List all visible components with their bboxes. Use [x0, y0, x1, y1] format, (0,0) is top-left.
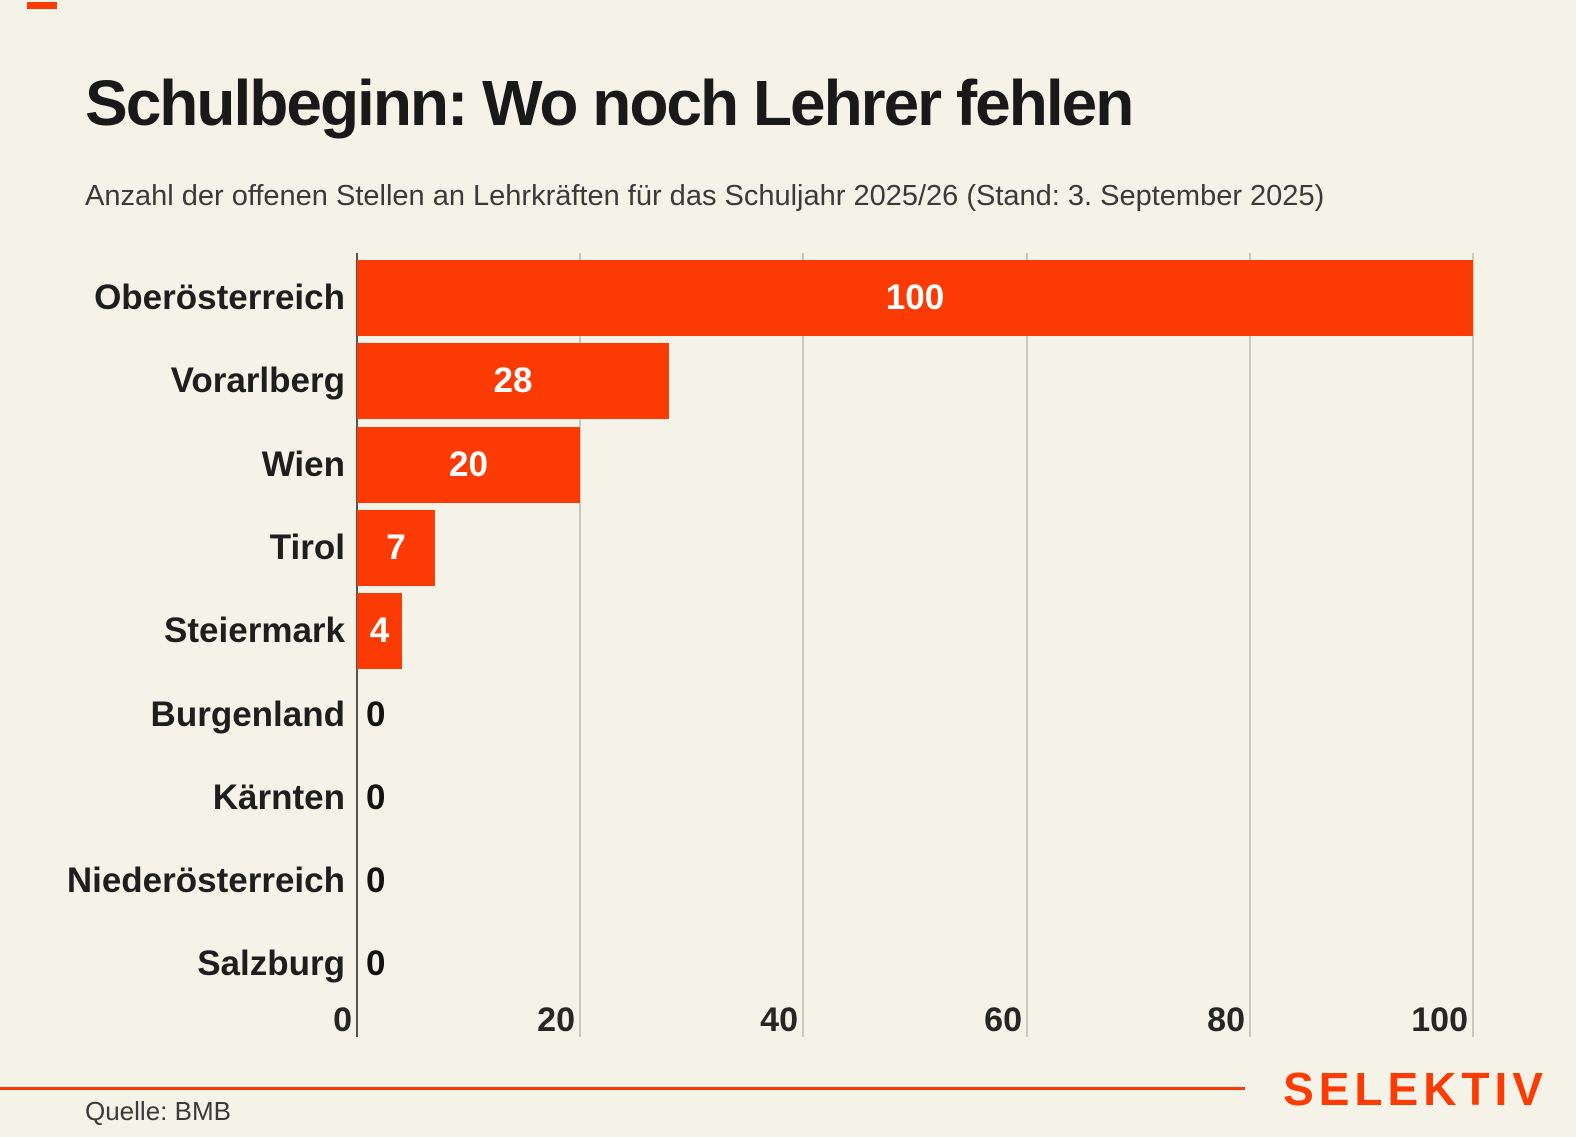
tick-label: 60	[984, 1001, 1022, 1039]
grid-line	[1026, 253, 1028, 1037]
zero-value-label: 0	[366, 861, 386, 900]
bar-value-label: 20	[449, 445, 488, 484]
zero-value-label: 0	[366, 695, 386, 734]
bar-value-label: 28	[493, 361, 533, 400]
category-label: Niederösterreich	[66, 861, 345, 900]
bar-value-label: 100	[885, 278, 945, 317]
category-label: Tirol	[269, 528, 345, 567]
bar-value-label: 4	[369, 611, 390, 650]
tick-label: 0	[333, 1001, 352, 1039]
bar: 4	[357, 593, 402, 669]
zero-value-label: 0	[366, 944, 386, 983]
bar: 7	[357, 510, 435, 586]
grid-line	[579, 253, 581, 1037]
bar: 20	[357, 427, 580, 503]
category-label: Oberösterreich	[94, 278, 345, 317]
tick-label: 80	[1207, 1001, 1245, 1039]
footer-divider-line	[0, 1087, 1245, 1090]
category-label: Steiermark	[164, 611, 345, 650]
category-label: Wien	[261, 445, 345, 484]
page-subtitle: Anzahl der offenen Stellen an Lehrkräfte…	[85, 180, 1325, 212]
tick-label: 40	[760, 1001, 798, 1039]
grid-line	[802, 253, 804, 1037]
top-accent-dash	[27, 2, 57, 9]
bar-value-label: 7	[386, 528, 406, 567]
tick-label: 20	[537, 1001, 575, 1039]
category-label: Vorarlberg	[170, 361, 345, 400]
zero-value-label: 0	[366, 778, 386, 817]
category-label: Salzburg	[197, 944, 345, 983]
tick-label: 100	[1411, 1001, 1468, 1039]
category-label: Burgenland	[150, 695, 345, 734]
source-note: Quelle: BMB	[85, 1096, 231, 1126]
bar: 100	[357, 260, 1473, 336]
category-label: Kärnten	[212, 778, 345, 817]
grid-line	[1472, 253, 1474, 1037]
bar: 28	[357, 343, 669, 419]
grid-line	[1249, 253, 1251, 1037]
brand-logo: SELEKTIV	[1283, 1063, 1548, 1115]
page-title: Schulbeginn: Wo noch Lehrer fehlen	[85, 67, 1134, 139]
